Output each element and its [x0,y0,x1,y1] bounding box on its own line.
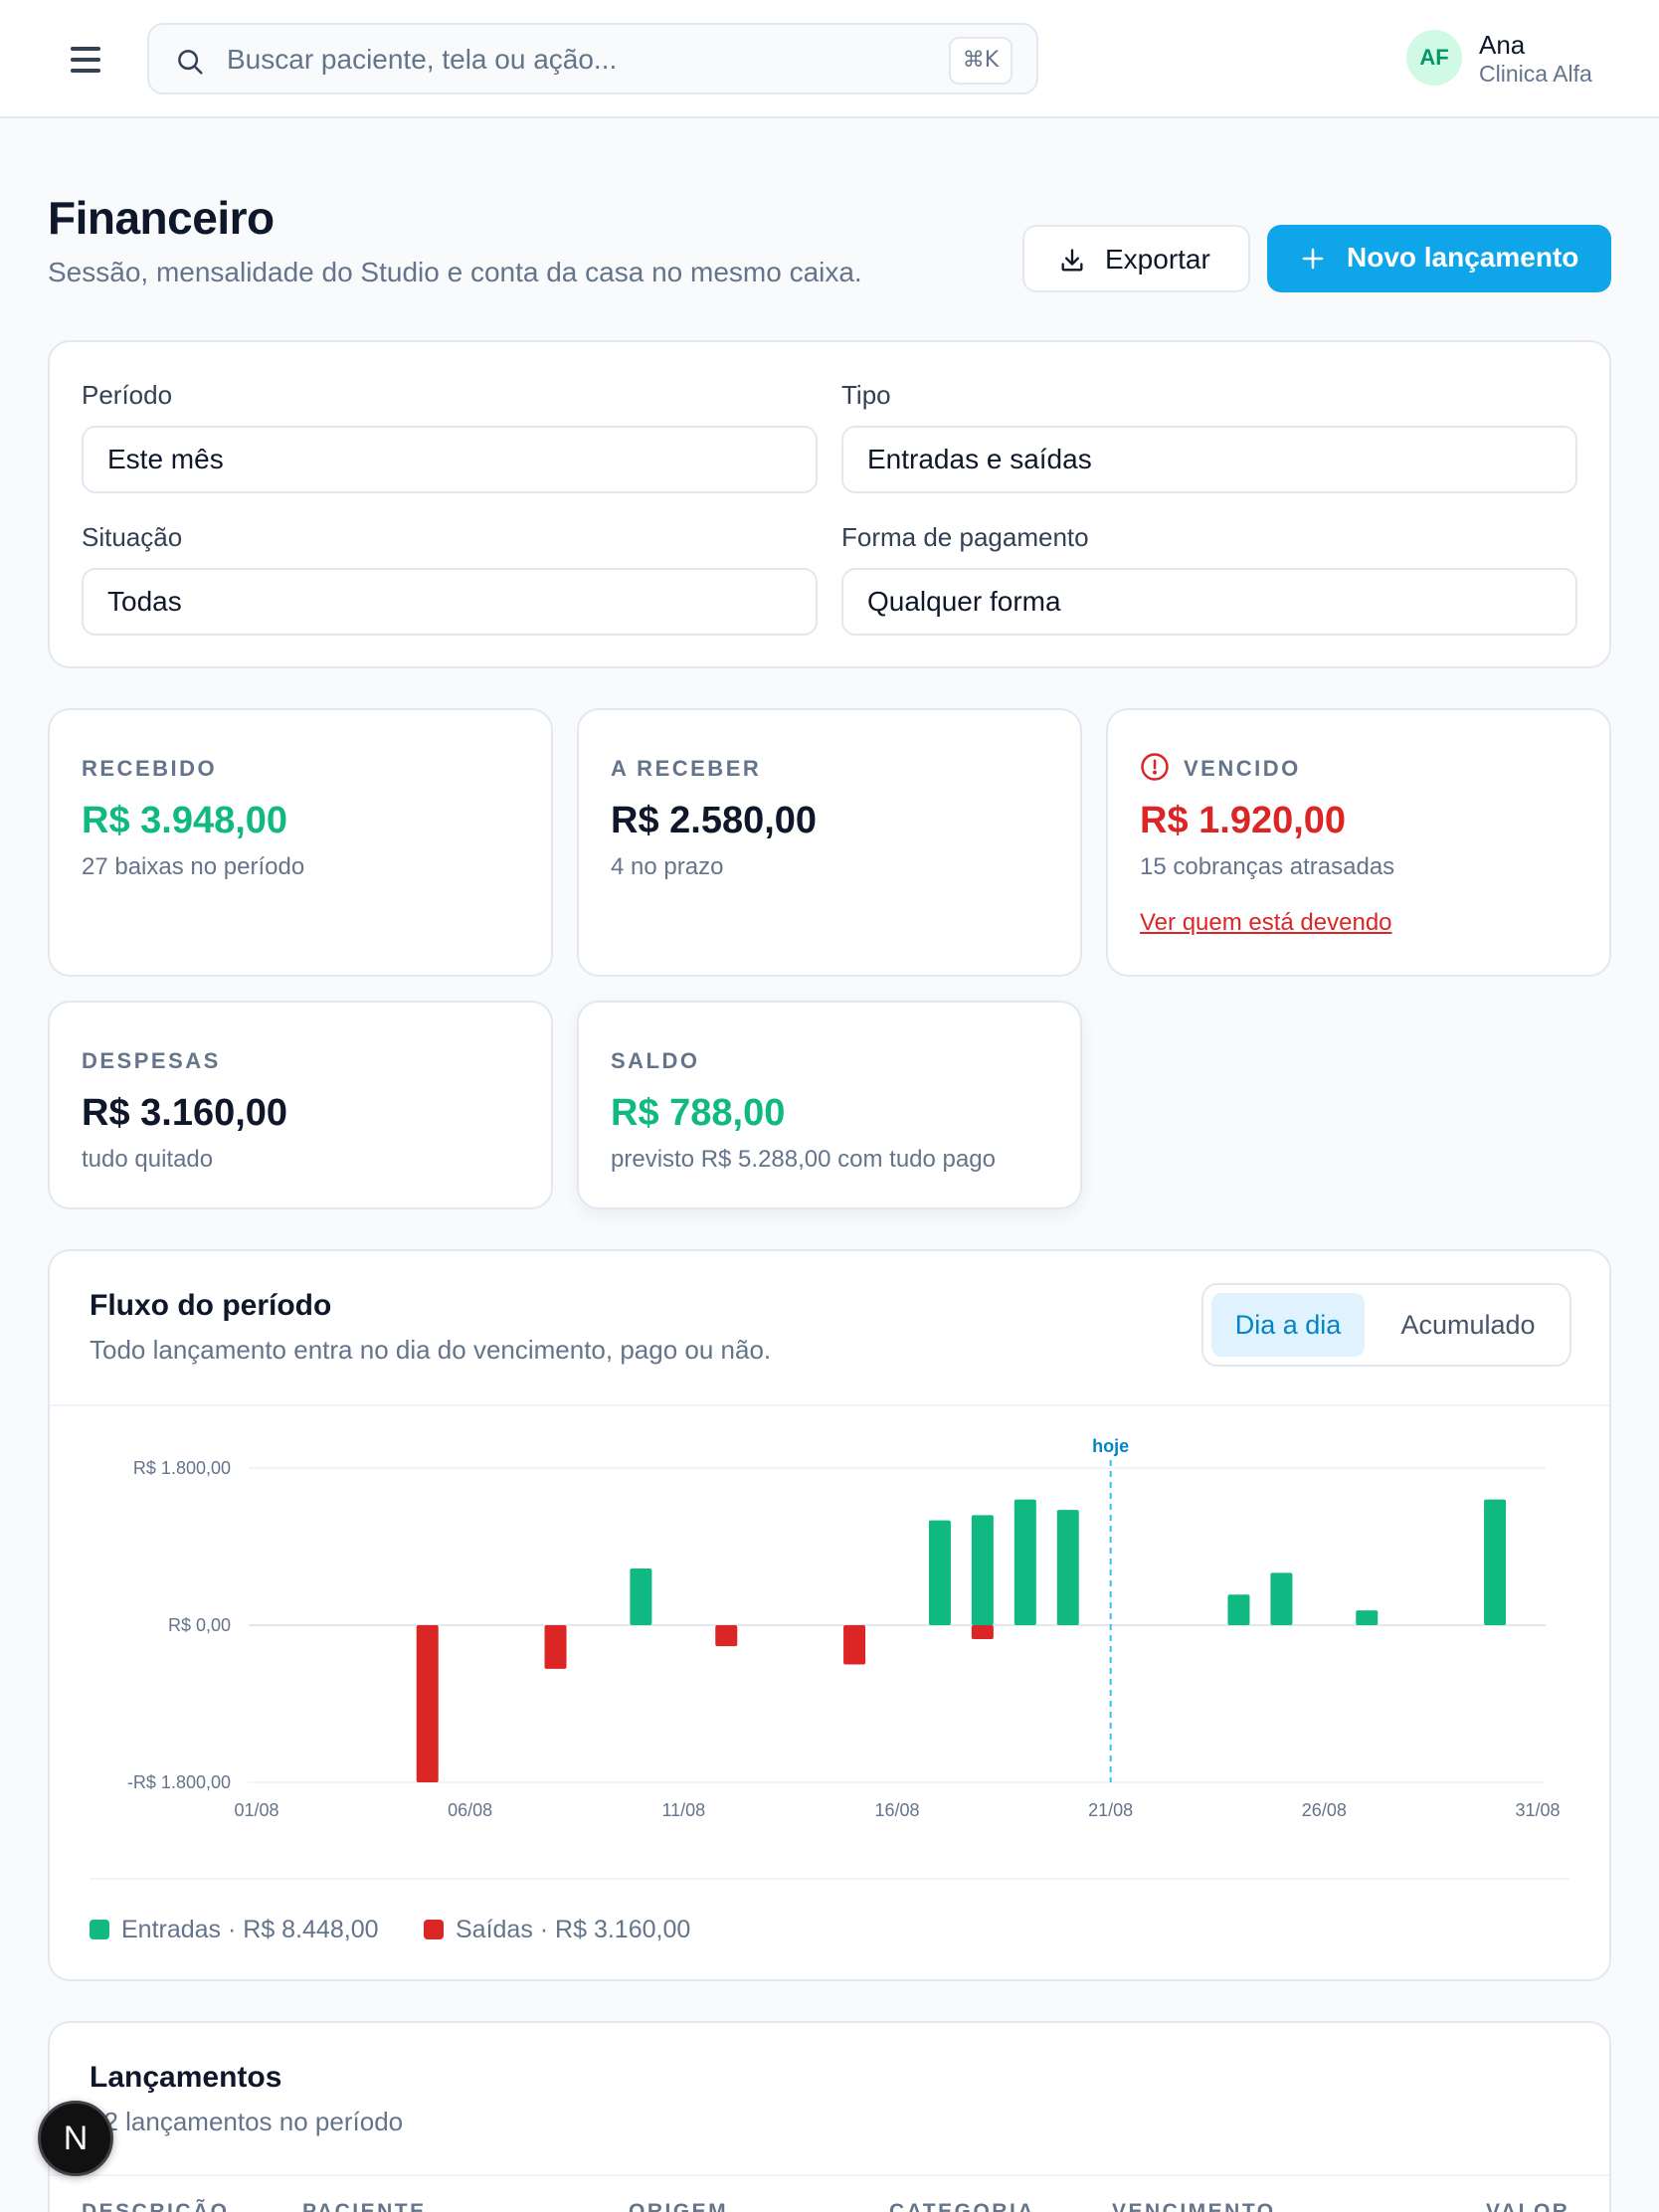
cashflow-chart-card: Fluxo do período Todo lançamento entra n… [48,1249,1611,1981]
kpi-balance-label: SALDO [611,1048,700,1073]
top-bar: ⌘K AF Ana Clinica Alfa [0,0,1659,118]
kpi-expenses-label: DESPESAS [82,1048,221,1073]
kpi-overdue-label: VENCIDO [1184,756,1301,781]
legend-expense: Saídas · R$ 3.160,00 [424,1916,690,1945]
chart-subtitle: Todo lançamento entra no dia do vencimen… [90,1335,772,1365]
today-label: hoje [1092,1436,1129,1456]
type-label: Tipo [841,380,891,410]
expense-bar [544,1625,567,1669]
income-bar [928,1520,951,1625]
period-select[interactable]: Este mês [82,426,818,493]
x-tick-label: 21/08 [1088,1800,1133,1820]
kpi-balance: SALDO R$ 788,00 previsto R$ 5.288,00 com… [577,1001,1082,1209]
entries-subtitle: 42 lançamentos no período [90,2107,404,2136]
kpi-receivable: A RECEBER R$ 2.580,00 4 no prazo [577,708,1082,977]
divider [90,1878,1569,1880]
y-tick-label: R$ 0,00 [168,1615,231,1635]
x-tick-label: 01/08 [234,1800,278,1820]
expense-bar [843,1625,866,1665]
legend-income-swatch [90,1920,109,1939]
status-label: Situação [82,522,183,552]
divider [50,2174,1609,2176]
toggle-daily[interactable]: Dia a dia [1211,1293,1365,1357]
entries-card: Lançamentos 42 lançamentos no período DE… [48,2021,1611,2212]
kpi-balance-note: previsto R$ 5.288,00 com tudo pago [611,1146,996,1173]
legend-expense-swatch [424,1920,444,1939]
column-header-description[interactable]: DESCRIÇÃO [82,2200,230,2212]
filters-card: Período Este mês Tipo Entradas e saídas … [48,340,1611,668]
user-org: Clinica Alfa [1479,61,1592,87]
kpi-received: RECEBIDO R$ 3.948,00 27 baixas no períod… [48,708,553,977]
expense-bar [971,1625,994,1640]
kpi-received-label: RECEBIDO [82,756,218,781]
column-header-patient[interactable]: PACIENTE [302,2200,427,2212]
dev-tools-button[interactable]: N [38,2101,113,2176]
kpi-receivable-note: 4 no prazo [611,853,724,880]
legend-expense-label: Saídas · R$ 3.160,00 [456,1916,691,1943]
kpi-balance-value: R$ 788,00 [611,1092,786,1134]
plus-icon [1302,248,1324,270]
type-select[interactable]: Entradas e saídas [841,426,1577,493]
expense-bar [416,1625,439,1782]
menu-icon[interactable] [66,44,105,76]
kpi-overdue-value: R$ 1.920,00 [1140,800,1347,841]
status-select[interactable]: Todas [82,568,818,636]
period-label: Período [82,380,173,410]
toggle-cumulative[interactable]: Acumulado [1400,1310,1536,1340]
kpi-expenses-note: tudo quitado [82,1146,214,1173]
income-bar [1227,1594,1250,1625]
column-header-origin[interactable]: ORIGEM [629,2200,729,2212]
page-subtitle: Sessão, mensalidade do Studio e conta da… [48,257,862,287]
new-entry-label: Novo lançamento [1347,242,1579,273]
kpi-expenses: DESPESAS R$ 3.160,00 tudo quitado [48,1001,553,1209]
export-button[interactable]: Exportar [1022,225,1250,292]
income-bar [630,1567,652,1625]
legend-income: Entradas · R$ 8.448,00 [90,1916,379,1945]
x-tick-label: 11/08 [661,1800,705,1820]
payment-label: Forma de pagamento [841,522,1089,552]
kpi-overdue-note: 15 cobranças atrasadas [1140,853,1395,880]
legend-income-label: Entradas · R$ 8.448,00 [121,1916,379,1943]
x-tick-label: 31/08 [1515,1800,1560,1820]
alert-icon [1141,753,1169,781]
x-tick-label: 26/08 [1302,1800,1347,1820]
kpi-received-value: R$ 3.948,00 [82,800,288,841]
y-tick-label: R$ 1.800,00 [133,1458,231,1478]
avatar: AF [1406,30,1462,86]
new-entry-button[interactable]: Novo lançamento [1267,225,1611,292]
income-bar [1014,1499,1036,1625]
income-bar [1484,1499,1507,1625]
income-bar [1356,1610,1379,1625]
income-bar [971,1515,994,1625]
kpi-receivable-label: A RECEBER [611,756,762,781]
payment-select[interactable]: Qualquer forma [841,568,1577,636]
income-bar [1056,1510,1079,1625]
x-tick-label: 16/08 [874,1800,919,1820]
kpi-overdue: VENCIDO R$ 1.920,00 15 cobranças atrasad… [1106,708,1611,977]
kpi-received-note: 27 baixas no período [82,853,305,880]
download-icon [1061,249,1083,272]
chart-title: Fluxo do período [90,1289,332,1322]
entries-title: Lançamentos [90,2061,282,2094]
divider [50,1404,1609,1406]
debtors-link[interactable]: Ver quem está devendo [1140,909,1392,936]
export-label: Exportar [1105,244,1210,275]
income-bar [1270,1572,1293,1625]
user-name: Ana [1479,30,1526,60]
search-icon [178,50,203,75]
search-bar[interactable]: ⌘K [147,23,1038,94]
y-tick-label: -R$ 1.800,00 [127,1772,231,1792]
column-header-category[interactable]: CATEGORIA [889,2200,1035,2212]
view-toggle: Dia a dia Acumulado [1201,1283,1571,1367]
shortcut-badge: ⌘K [949,37,1013,85]
expense-bar [715,1625,738,1647]
kpi-receivable-value: R$ 2.580,00 [611,800,818,841]
page-title: Financeiro [48,192,275,244]
column-header-amount[interactable]: VALOR [1486,2200,1570,2212]
x-tick-label: 06/08 [448,1800,492,1820]
search-input[interactable] [227,39,913,81]
column-header-due-date[interactable]: VENCIMENTO [1112,2200,1276,2212]
kpi-expenses-value: R$ 3.160,00 [82,1092,288,1134]
